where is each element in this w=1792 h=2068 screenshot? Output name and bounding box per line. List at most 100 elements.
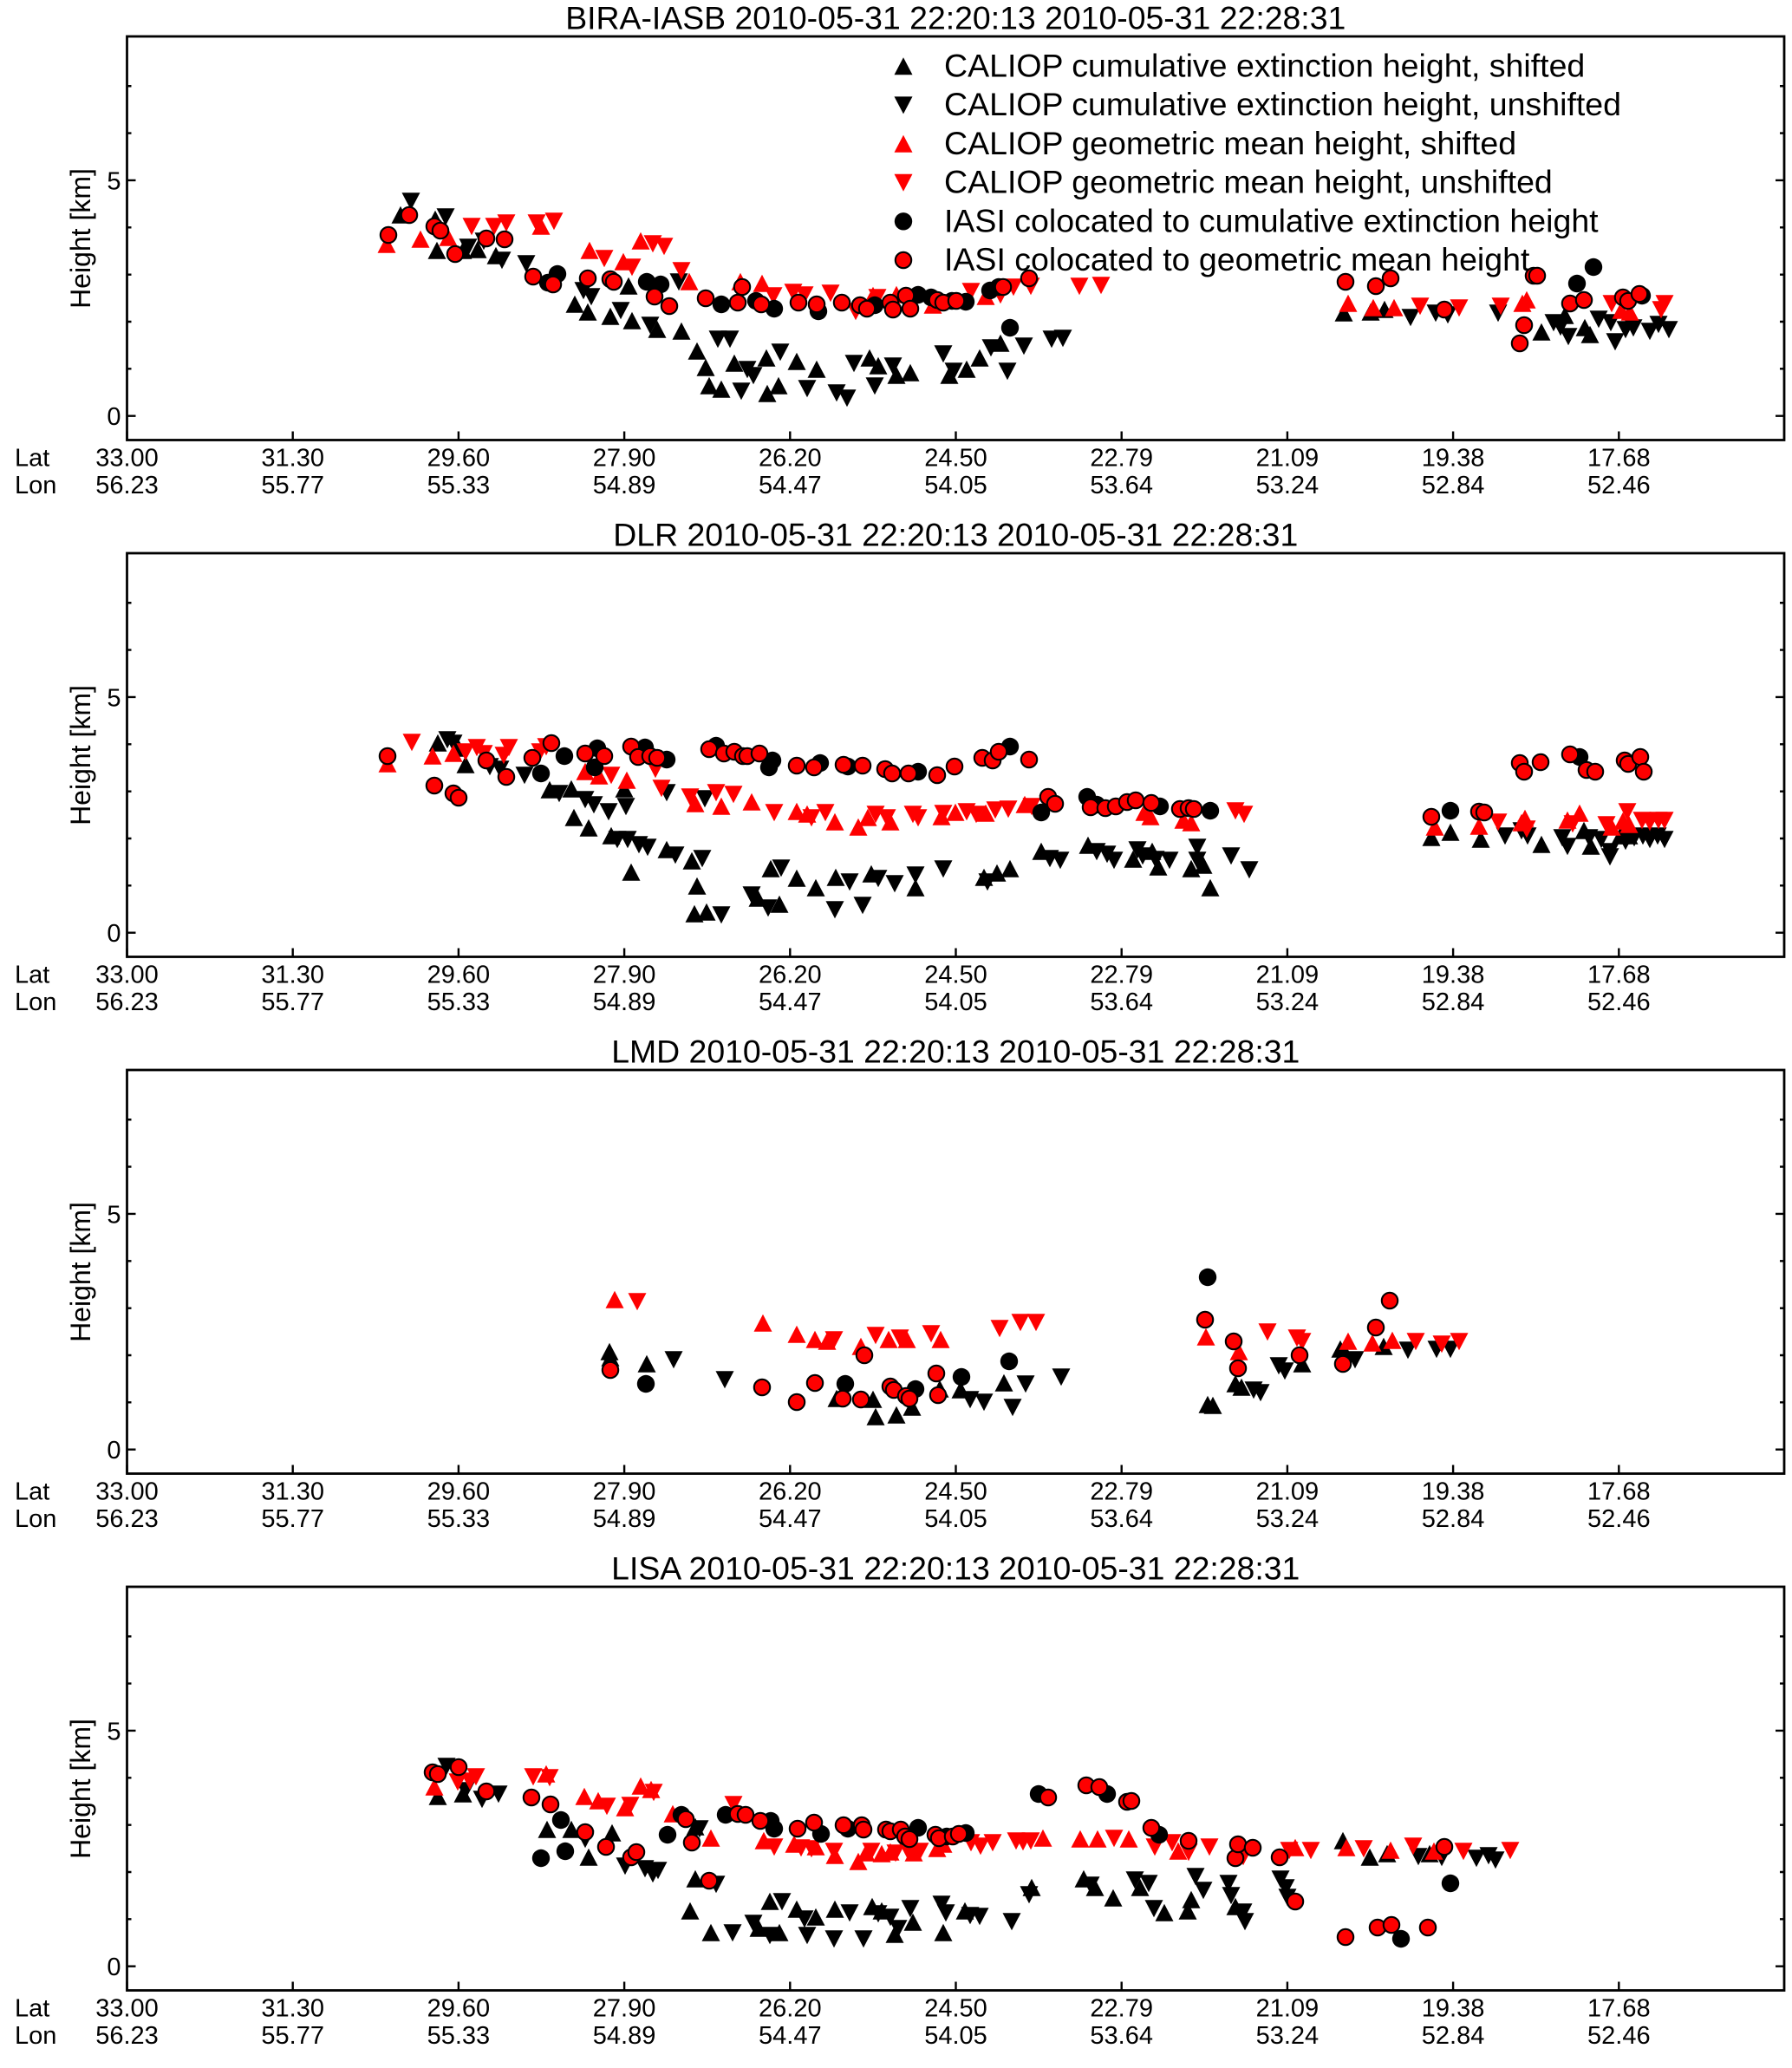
svg-text:33.00: 33.00 — [95, 445, 159, 473]
svg-text:54.47: 54.47 — [759, 472, 822, 499]
svg-text:52.84: 52.84 — [1422, 2022, 1485, 2050]
svg-text:55.77: 55.77 — [261, 472, 324, 499]
svg-text:56.23: 56.23 — [95, 2022, 159, 2050]
svg-text:Height [km]: Height [km] — [65, 168, 96, 309]
svg-text:52.84: 52.84 — [1422, 1505, 1485, 1533]
svg-text:IASI colocated to geometric me: IASI colocated to geometric mean height — [944, 241, 1530, 277]
svg-text:33.00: 33.00 — [95, 1478, 159, 1506]
svg-text:19.38: 19.38 — [1422, 1478, 1485, 1506]
svg-text:21.09: 21.09 — [1256, 445, 1320, 473]
svg-text:17.68: 17.68 — [1587, 1995, 1651, 2023]
svg-text:27.90: 27.90 — [593, 1995, 656, 2023]
svg-text:CALIOP cumulative extinction h: CALIOP cumulative extinction height, uns… — [944, 86, 1621, 122]
svg-text:5: 5 — [107, 1201, 121, 1229]
svg-text:31.30: 31.30 — [261, 445, 324, 473]
svg-text:IASI colocated to cumulative e: IASI colocated to cumulative extinction … — [944, 202, 1599, 238]
svg-text:22.79: 22.79 — [1090, 1478, 1153, 1506]
svg-text:22.79: 22.79 — [1090, 445, 1153, 473]
svg-text:17.68: 17.68 — [1587, 962, 1651, 989]
svg-text:52.46: 52.46 — [1587, 988, 1651, 1016]
svg-text:31.30: 31.30 — [261, 1995, 324, 2023]
svg-text:56.23: 56.23 — [95, 472, 159, 499]
svg-text:19.38: 19.38 — [1422, 1995, 1485, 2023]
svg-text:31.30: 31.30 — [261, 962, 324, 989]
svg-text:22.79: 22.79 — [1090, 962, 1153, 989]
svg-text:Lat: Lat — [15, 1995, 49, 2023]
svg-text:19.38: 19.38 — [1422, 445, 1485, 473]
svg-text:24.50: 24.50 — [924, 962, 987, 989]
svg-text:DLR 2010-05-31 22:20:13 2010-0: DLR 2010-05-31 22:20:13 2010-05-31 22:28… — [613, 517, 1298, 553]
svg-text:5: 5 — [107, 167, 121, 195]
svg-text:0: 0 — [107, 1954, 121, 1981]
svg-text:52.46: 52.46 — [1587, 2022, 1651, 2050]
svg-text:55.33: 55.33 — [427, 1505, 491, 1533]
svg-text:55.77: 55.77 — [261, 1505, 324, 1533]
svg-text:52.84: 52.84 — [1422, 472, 1485, 499]
svg-text:Lon: Lon — [15, 1505, 56, 1533]
svg-text:53.64: 53.64 — [1090, 2022, 1153, 2050]
svg-text:54.05: 54.05 — [924, 472, 987, 499]
svg-text:CALIOP geometric mean height,: CALIOP geometric mean height, unshifted — [944, 164, 1553, 200]
svg-text:52.84: 52.84 — [1422, 988, 1485, 1016]
svg-text:54.47: 54.47 — [759, 2022, 822, 2050]
svg-text:54.89: 54.89 — [593, 2022, 656, 2050]
svg-text:19.38: 19.38 — [1422, 962, 1485, 989]
svg-text:27.90: 27.90 — [593, 962, 656, 989]
svg-text:CALIOP cumulative extinction h: CALIOP cumulative extinction height, shi… — [944, 48, 1585, 84]
svg-text:55.77: 55.77 — [261, 988, 324, 1016]
svg-text:56.23: 56.23 — [95, 988, 159, 1016]
svg-text:53.24: 53.24 — [1256, 2022, 1320, 2050]
svg-text:55.33: 55.33 — [427, 988, 491, 1016]
svg-text:0: 0 — [107, 1437, 121, 1465]
svg-text:29.60: 29.60 — [427, 962, 491, 989]
svg-text:LMD 2010-05-31 22:20:13 2010-0: LMD 2010-05-31 22:20:13 2010-05-31 22:28… — [611, 1034, 1300, 1070]
svg-text:Height [km]: Height [km] — [65, 1202, 96, 1342]
svg-text:52.46: 52.46 — [1587, 472, 1651, 499]
svg-text:5: 5 — [107, 684, 121, 712]
svg-text:17.68: 17.68 — [1587, 1478, 1651, 1506]
svg-text:54.05: 54.05 — [924, 2022, 987, 2050]
svg-text:BIRA-IASB 2010-05-31 22:20:13: BIRA-IASB 2010-05-31 22:20:13 2010-05-31… — [565, 0, 1346, 36]
svg-text:29.60: 29.60 — [427, 1478, 491, 1506]
svg-text:26.20: 26.20 — [759, 962, 822, 989]
svg-text:55.33: 55.33 — [427, 2022, 491, 2050]
svg-text:26.20: 26.20 — [759, 445, 822, 473]
svg-text:54.05: 54.05 — [924, 1505, 987, 1533]
svg-text:24.50: 24.50 — [924, 445, 987, 473]
svg-text:Lon: Lon — [15, 2022, 56, 2050]
svg-text:22.79: 22.79 — [1090, 1995, 1153, 2023]
svg-text:Lat: Lat — [15, 445, 49, 473]
svg-text:Lat: Lat — [15, 962, 49, 989]
svg-text:54.89: 54.89 — [593, 988, 656, 1016]
svg-text:21.09: 21.09 — [1256, 962, 1320, 989]
svg-text:29.60: 29.60 — [427, 445, 491, 473]
svg-text:54.89: 54.89 — [593, 1505, 656, 1533]
svg-text:53.64: 53.64 — [1090, 472, 1153, 499]
svg-text:5: 5 — [107, 1718, 121, 1745]
svg-text:27.90: 27.90 — [593, 445, 656, 473]
svg-text:24.50: 24.50 — [924, 1478, 987, 1506]
svg-text:54.47: 54.47 — [759, 988, 822, 1016]
svg-text:Height [km]: Height [km] — [65, 1719, 96, 1859]
svg-text:53.64: 53.64 — [1090, 988, 1153, 1016]
svg-text:55.77: 55.77 — [261, 2022, 324, 2050]
svg-text:26.20: 26.20 — [759, 1995, 822, 2023]
svg-text:53.64: 53.64 — [1090, 1505, 1153, 1533]
svg-text:27.90: 27.90 — [593, 1478, 656, 1506]
svg-text:CALIOP geometric mean height,: CALIOP geometric mean height, shifted — [944, 125, 1516, 161]
svg-text:21.09: 21.09 — [1256, 1478, 1320, 1506]
svg-text:29.60: 29.60 — [427, 1995, 491, 2023]
svg-text:26.20: 26.20 — [759, 1478, 822, 1506]
svg-text:Lon: Lon — [15, 472, 56, 499]
svg-text:53.24: 53.24 — [1256, 1505, 1320, 1533]
svg-text:54.89: 54.89 — [593, 472, 656, 499]
svg-text:33.00: 33.00 — [95, 1995, 159, 2023]
svg-text:Height [km]: Height [km] — [65, 685, 96, 825]
svg-text:56.23: 56.23 — [95, 1505, 159, 1533]
svg-text:LISA 2010-05-31 22:20:13 2010-: LISA 2010-05-31 22:20:13 2010-05-31 22:2… — [611, 1550, 1300, 1587]
svg-text:Lat: Lat — [15, 1478, 49, 1506]
svg-text:52.46: 52.46 — [1587, 1505, 1651, 1533]
svg-text:54.05: 54.05 — [924, 988, 987, 1016]
svg-text:24.50: 24.50 — [924, 1995, 987, 2023]
svg-text:55.33: 55.33 — [427, 472, 491, 499]
